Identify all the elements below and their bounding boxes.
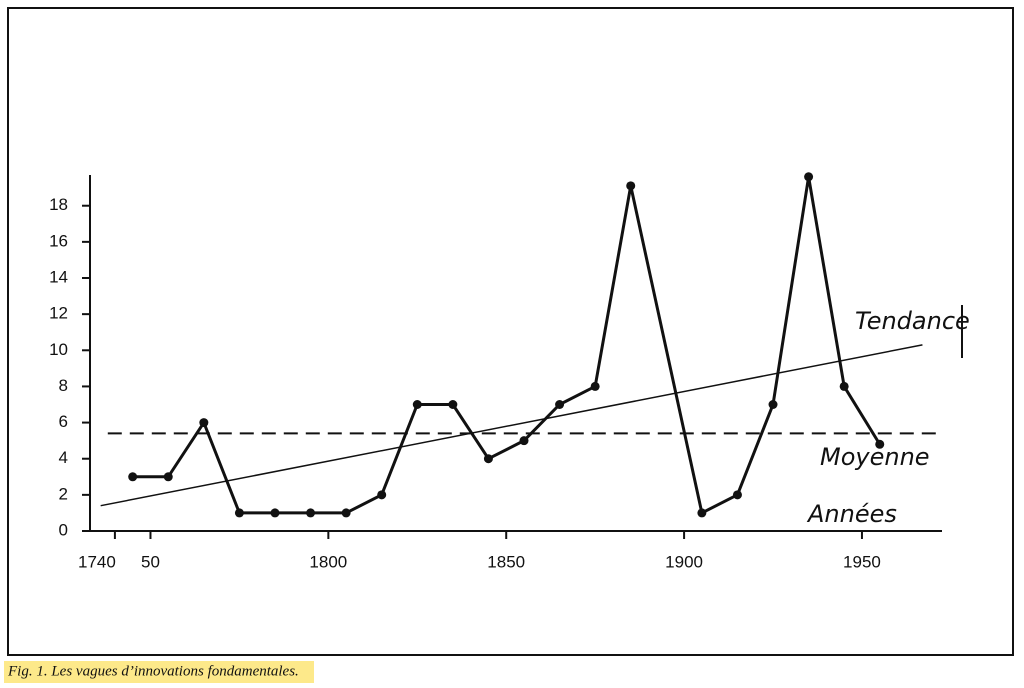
data-point bbox=[555, 400, 565, 410]
data-point bbox=[732, 490, 742, 500]
y-tick-label: 14 bbox=[49, 267, 68, 286]
data-point bbox=[412, 400, 422, 410]
data-point bbox=[306, 508, 316, 518]
y-tick-label: 6 bbox=[59, 412, 68, 431]
x-axis-label: Années bbox=[806, 500, 897, 528]
data-point bbox=[804, 172, 814, 182]
data-point bbox=[626, 181, 636, 191]
x-tick-label: 1900 bbox=[665, 552, 703, 571]
data-point bbox=[768, 400, 778, 410]
data-point bbox=[483, 454, 493, 464]
y-tick-label: 0 bbox=[59, 520, 68, 539]
x-tick-label: 1800 bbox=[309, 552, 347, 571]
y-tick-label: 18 bbox=[49, 195, 68, 214]
y-tick-label: 4 bbox=[59, 448, 68, 467]
caption: Fig. 1. Les vagues d’innovations fondame… bbox=[7, 663, 299, 679]
trend-line bbox=[100, 344, 923, 507]
x-tick-label: 1950 bbox=[843, 552, 881, 571]
data-line bbox=[132, 176, 882, 516]
x-tick-label: 50 bbox=[141, 552, 160, 571]
data-point bbox=[377, 490, 387, 500]
caption-highlight bbox=[4, 661, 314, 683]
x-tick-label: 1740 bbox=[78, 552, 116, 571]
series-label: Tendance bbox=[855, 307, 970, 335]
y-tick-label: 12 bbox=[49, 304, 68, 323]
y-tick-label: 8 bbox=[59, 376, 68, 395]
data-point bbox=[448, 400, 458, 410]
x-tick-label: 1850 bbox=[487, 552, 525, 571]
data-point bbox=[234, 508, 244, 518]
frame bbox=[7, 7, 1014, 656]
data-point bbox=[697, 508, 707, 518]
y-tick-label: 10 bbox=[49, 340, 68, 359]
data-point bbox=[519, 436, 529, 446]
y-tick-label: 16 bbox=[49, 231, 68, 250]
data-point bbox=[875, 439, 885, 449]
y-tick-label: 2 bbox=[59, 484, 68, 503]
data-point bbox=[590, 381, 600, 391]
data-point bbox=[128, 472, 138, 482]
data-point bbox=[163, 472, 173, 482]
series-label: Moyenne bbox=[820, 443, 930, 471]
data-point bbox=[270, 508, 280, 518]
data-point bbox=[839, 381, 849, 391]
data-point bbox=[199, 418, 209, 428]
data-point bbox=[341, 508, 351, 518]
